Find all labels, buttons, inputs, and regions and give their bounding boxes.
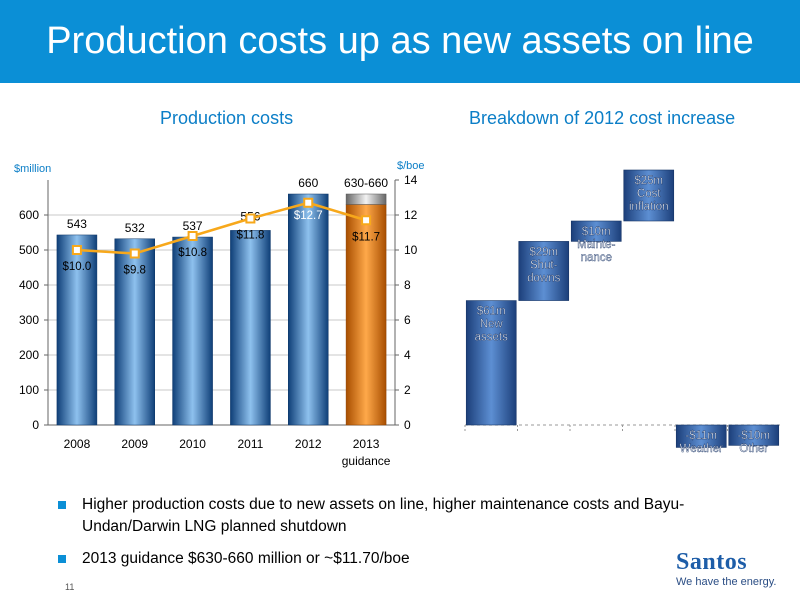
bar [288,193,329,426]
boe-value-label: $10.8 [178,247,207,259]
waterfall-label: $25m [634,175,663,187]
bar [230,230,271,426]
boe-point-marker [361,215,372,226]
slide-header: Production costs up as new assets on lin… [0,0,800,83]
y2-tick-label: 14 [404,173,418,187]
bullet-list: Higher production costs due to new asset… [58,494,758,580]
bullet-text: Higher production costs due to new asset… [82,496,685,535]
boe-point-marker [71,245,82,255]
logo-tagline: We have the energy. [676,576,777,588]
waterfall-label: Other [739,443,768,455]
logo-name: Santos [676,549,748,575]
waterfall-label: $61m [477,306,506,318]
x-tick-label: 2010 [179,437,206,451]
waterfall-bar [570,220,622,242]
boe-point-marker [187,231,198,241]
bullet-item: 2013 guidance $630-660 million or ~$11.7… [58,548,758,570]
waterfall-bar [465,300,517,426]
y-tick-label: 500 [19,243,39,257]
waterfall-bar [675,424,727,448]
bullet-square-icon [58,501,66,509]
bullet-item: Higher production costs due to new asset… [58,494,758,538]
waterfall-label: assets [475,332,508,344]
boe-point-marker [245,213,256,224]
x-tick-label: guidance [342,454,391,468]
waterfall-label: Weather [680,443,723,455]
bar-value-label: 532 [125,221,145,235]
y-tick-label: 0 [32,418,39,432]
waterfall-label: Cost [637,188,661,200]
boe-value-label: $9.8 [124,265,146,277]
y-tick-label: 200 [19,348,39,362]
boe-point-marker [129,248,140,259]
x-tick-label: 2011 [238,437,264,451]
y2-tick-label: 6 [404,313,411,327]
y-axis-label: $million [14,163,51,175]
bar-value-label: 660 [298,176,318,190]
y2-tick-label: 12 [404,208,418,222]
y2-axis-label: $/boe [397,160,425,172]
page-number: 11 [65,582,75,592]
x-tick-label: 2008 [64,437,91,451]
bullet-text: 2013 guidance $630-660 million or ~$11.7… [82,550,410,567]
slide-title: Production costs up as new assets on lin… [46,20,754,62]
bar [172,236,213,426]
y2-tick-label: 10 [404,243,418,257]
x-tick-label: 2013 [353,437,380,451]
y-tick-label: 600 [19,208,39,222]
bullet-square-icon [58,555,66,563]
waterfall-label: nance [581,252,612,264]
boe-value-label: $10.0 [63,261,92,273]
waterfall-label: inflation [629,201,669,213]
waterfall-label: -$11m [685,430,717,442]
waterfall-label: $10m [582,226,611,238]
waterfall-label: New [480,319,504,331]
bar-guidance-range [345,193,387,205]
x-tick-label: 2012 [295,437,322,451]
waterfall-bar [623,169,675,222]
y2-tick-label: 0 [404,418,411,432]
boe-point-marker [303,197,314,208]
santos-logo: Santos We have the energy. [676,549,786,589]
waterfall-bar [518,241,570,301]
waterfall-label: downs [527,272,560,284]
waterfall-label: $29m [529,246,558,258]
bar [114,238,155,426]
bar-value-label: 630-660 [344,176,388,190]
boe-line [76,201,367,255]
y-tick-label: 100 [19,383,39,397]
waterfall-bar [728,424,780,446]
y2-tick-label: 2 [404,383,411,397]
boe-value-label: $11.7 [352,231,380,243]
y-tick-label: 400 [19,278,39,292]
production-costs-chart-title: Production costs [160,108,294,128]
waterfall-label: Shut- [530,259,558,271]
bar-value-label: 543 [67,217,87,231]
breakdown-chart-title: Breakdown of 2012 cost increase [469,108,736,128]
waterfall-label: Mainte- [577,239,616,251]
boe-value-label: $12.7 [294,210,323,222]
y2-tick-label: 8 [404,278,411,292]
bar [56,234,98,426]
boe-value-label: $11.8 [236,230,264,242]
bar-value-label: 537 [183,219,203,233]
x-tick-label: 2009 [121,437,148,451]
waterfall-label: -$10m [737,430,770,442]
y2-tick-label: 4 [404,348,411,362]
y-tick-label: 300 [19,313,39,327]
